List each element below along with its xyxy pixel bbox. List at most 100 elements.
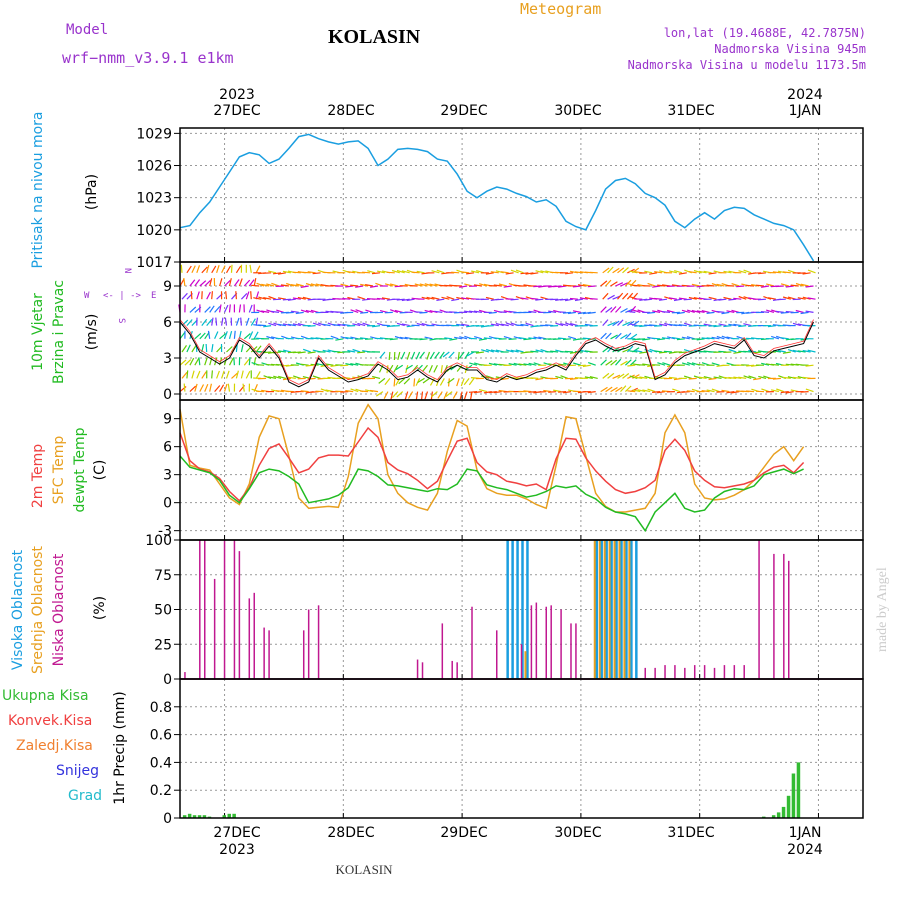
wind-arrow xyxy=(795,309,804,313)
wind-arrow xyxy=(468,378,475,386)
wind-arrow xyxy=(228,330,233,339)
wind-arrow xyxy=(550,350,559,353)
precip-bar xyxy=(187,813,192,818)
wind-arrow xyxy=(790,363,799,366)
wind-arrow xyxy=(194,383,198,392)
top-year-2024: 2024 xyxy=(787,87,823,103)
wind-arrow xyxy=(508,363,517,366)
wind-arrow xyxy=(780,337,789,340)
bottom-day-label: 28DEC xyxy=(327,825,374,841)
wind-arrow xyxy=(654,350,663,353)
cloud-ylabel-mid: Srednja Oblacnost xyxy=(30,546,46,674)
wind-gust-line xyxy=(179,319,814,385)
wind-arrow xyxy=(277,323,286,327)
wind-arrow xyxy=(582,364,591,368)
wind-arrow xyxy=(287,298,296,301)
temp-ylabel-2m: 2m Temp xyxy=(30,444,46,508)
wind-arrow xyxy=(395,364,404,371)
wind-arrow xyxy=(761,388,770,393)
y-tick-label: 1017 xyxy=(136,255,172,271)
wind-arrow xyxy=(716,310,725,313)
wind-arrow xyxy=(490,349,499,353)
wind-arrow xyxy=(738,270,747,274)
wind-arrow xyxy=(562,311,572,314)
y-tick-label: 0.4 xyxy=(150,755,172,771)
y-tick-label: 0.8 xyxy=(150,700,172,716)
wind-arrow xyxy=(607,322,616,327)
wind-arrow xyxy=(238,278,243,287)
wind-arrow xyxy=(639,351,648,354)
wind-arrow xyxy=(276,309,285,313)
wind-arrow xyxy=(342,376,351,379)
temp-unit: (C) xyxy=(92,460,108,481)
wind-arrow xyxy=(350,309,359,313)
wind-arrow xyxy=(505,349,514,353)
wind-arrow xyxy=(469,362,478,366)
wind-arrow xyxy=(721,335,730,340)
wind-arrow xyxy=(686,336,695,340)
wind-arrow xyxy=(282,270,292,274)
wind-arrow xyxy=(723,325,732,328)
wind-arrow xyxy=(403,377,411,385)
wind-arrow xyxy=(271,310,280,313)
wind-arrow xyxy=(415,351,421,360)
wind-arrow xyxy=(622,292,629,300)
wind-arrow xyxy=(305,364,314,367)
wind-arrow xyxy=(657,284,666,287)
wind-arrow xyxy=(451,271,460,274)
wind-arrow xyxy=(763,296,772,300)
wind-arrow xyxy=(711,362,720,366)
top-day-label: 30DEC xyxy=(554,103,601,119)
precip-bar xyxy=(796,762,801,818)
wind-arrow xyxy=(661,337,671,340)
wind-arrow xyxy=(446,296,455,300)
wind-arrow xyxy=(424,283,433,287)
wind-arrow xyxy=(630,333,638,340)
wind-arrow xyxy=(577,364,586,367)
wind-arrow xyxy=(716,391,725,393)
wind-arrow xyxy=(214,331,219,340)
precip-bar xyxy=(222,815,226,818)
wind-arrow xyxy=(256,282,265,287)
wind-arrow xyxy=(743,375,752,379)
wind-arrow xyxy=(422,377,430,384)
wind-arrow xyxy=(498,283,507,287)
wind-arrow xyxy=(605,279,612,287)
wind-arrow xyxy=(471,270,480,274)
wind-arrow xyxy=(615,282,624,287)
wind-arrow xyxy=(605,360,613,366)
wind-arrow xyxy=(548,310,557,313)
wind-arrow xyxy=(510,349,519,353)
wind-arrow xyxy=(434,310,443,313)
wind-arrow xyxy=(300,390,309,393)
wind-arrow xyxy=(520,323,529,327)
wind-arrow xyxy=(211,291,213,300)
precip-legend-snow: Snijeg xyxy=(56,763,99,779)
elevation-label: Nadmorska Visina 945m xyxy=(714,42,866,56)
wind-arrow xyxy=(186,344,191,353)
wind-arrow xyxy=(634,349,643,353)
wind-arrow xyxy=(310,283,319,287)
wind-arrow xyxy=(678,272,687,275)
wind-arrow xyxy=(738,376,747,379)
wind-arrow xyxy=(659,323,668,327)
wind-arrow xyxy=(600,359,607,366)
wind-arrow xyxy=(510,269,519,274)
wind-arrow xyxy=(678,297,687,300)
wind-arrow xyxy=(470,391,473,400)
wind-arrow xyxy=(456,364,463,372)
wind-arrow xyxy=(391,269,400,274)
wind-arrow xyxy=(300,363,309,366)
wind-arrow xyxy=(528,391,537,393)
wind-arrow xyxy=(560,298,569,301)
wind-arrow xyxy=(179,332,186,340)
wind-arrow xyxy=(431,296,440,300)
wind-arrow xyxy=(407,391,414,399)
wind-arrow xyxy=(620,307,628,313)
wind-arrow xyxy=(221,265,226,274)
wind-arrow xyxy=(405,364,413,370)
wind-arrow xyxy=(240,292,248,300)
wind-arrow xyxy=(457,351,460,360)
wind-arrow xyxy=(249,264,252,273)
wind-arrow xyxy=(419,351,425,359)
